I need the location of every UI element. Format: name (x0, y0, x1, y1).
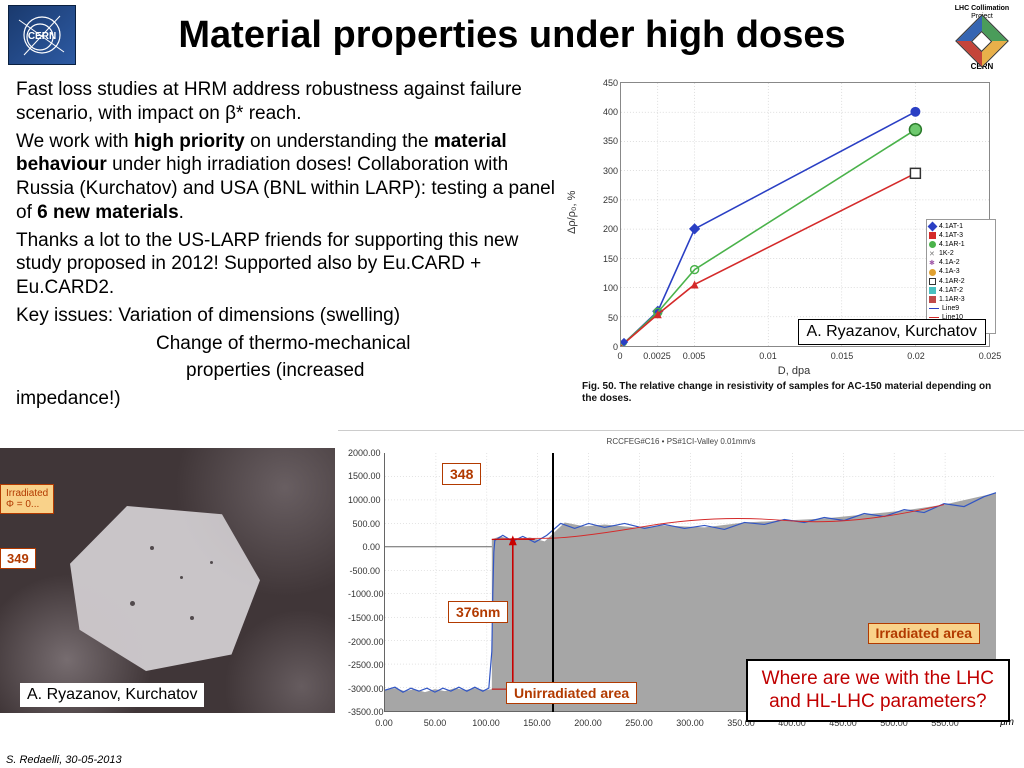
chart2-label-unirr: Unirradiated area (506, 682, 637, 704)
chart2-xtick: 200.00 (574, 718, 602, 728)
para-5: Change of thermo-mechanical (16, 332, 566, 356)
collim-diamond-icon (963, 22, 1001, 60)
chart2-xtick: 50.00 (424, 718, 447, 728)
collimation-logo: LHC Collimation Project CERN (948, 5, 1016, 65)
para-1: Fast loss studies at HRM address robustn… (16, 78, 566, 126)
resistivity-chart: Δρ/ρ₀, % D, dpa 0 50 100 150 200 250 300… (574, 74, 1014, 409)
page-title: Material properties under high doses (76, 14, 948, 57)
header: CERN Material properties under high dose… (0, 0, 1024, 70)
chart1-ytick: 350 (594, 136, 618, 146)
para-6: properties (increased (16, 359, 566, 383)
chart1-xtick: 0.015 (831, 351, 854, 361)
chart2-ytick: 1000.00 (348, 495, 380, 505)
chart2-label-348: 348 (442, 463, 481, 485)
chart1-xtick: 0.02 (907, 351, 925, 361)
chart2-ytick: 0.00 (348, 542, 380, 552)
chart2-xtick: 250.00 (625, 718, 653, 728)
chart1-xtick: 0.025 (979, 351, 1002, 361)
chart2-ytick: -1500.00 (348, 613, 380, 623)
chart2-vline (552, 453, 554, 712)
chart2-xtick: 150.00 (523, 718, 551, 728)
cern-text: CERN (28, 31, 56, 42)
chart2-ytick: -1000.00 (348, 589, 380, 599)
chart2-xtick: 100.00 (472, 718, 500, 728)
para-2: We work with high priority on understand… (16, 130, 566, 225)
chart2-label-irr: Irradiated area (868, 623, 981, 644)
chart1-ytick: 150 (594, 254, 618, 264)
chart1-xtick: 0.005 (683, 351, 706, 361)
chart1-xtick: 0 (617, 351, 622, 361)
collim-top-text: LHC Collimation (948, 5, 1016, 13)
chart1-annotation: A. Ryazanov, Kurchatov (798, 319, 986, 345)
para-3: Thanks a lot to the US-LARP friends for … (16, 229, 566, 300)
chart1-ytick: 400 (594, 107, 618, 117)
chart2-ytick: -2000.00 (348, 637, 380, 647)
micro-label-irradiated: IrradiatedΦ = 0... (0, 484, 54, 514)
chart1-xtick: 0.0025 (643, 351, 671, 361)
chart1-ytick: 300 (594, 166, 618, 176)
chart1-ytick: 0 (594, 342, 618, 352)
chart2-ytick: -500.00 (348, 566, 380, 576)
chart2-ytick: 1500.00 (348, 471, 380, 481)
callout-box: Where are we with the LHCand HL-LHC para… (746, 659, 1010, 723)
micro-label-349: 349 (0, 548, 36, 569)
chart1-xlabel: D, dpa (778, 365, 810, 377)
micro-annotation: A. Ryazanov, Kurchatov (20, 683, 204, 707)
chart2-ytick: -3000.00 (348, 684, 380, 694)
chart2-ytick: 500.00 (348, 519, 380, 529)
para-4: Key issues: Variation of dimensions (swe… (16, 304, 566, 328)
chart1-ytick: 250 (594, 195, 618, 205)
chart1-xtick: 0.01 (759, 351, 777, 361)
chart1-legend: 4.1AT-1 4.1AT-3 4.1AR-1 ✕1K-2 ✱4.1A-2 4.… (926, 219, 996, 334)
chart2-ytick: 2000.00 (348, 448, 380, 458)
cern-logo: CERN (8, 5, 76, 65)
footer-text: S. Redaelli, 30-05-2013 (6, 754, 122, 766)
chart2-ytick: -2500.00 (348, 660, 380, 670)
micrograph-image: IrradiatedΦ = 0... 349 A. Ryazanov, Kurc… (0, 448, 335, 713)
chart2-label-376: 376nm (448, 601, 508, 623)
body-text: Fast loss studies at HRM address robustn… (16, 78, 566, 415)
chart2-title: RCCFEG#C16 • PS#1CI-Valley 0.01mm/s (607, 437, 756, 446)
chart1-ytick: 50 (594, 313, 618, 323)
chart1-ytick: 200 (594, 224, 618, 234)
chart2-ytick: -3500.00 (348, 707, 380, 717)
chart1-ylabel: Δρ/ρ₀, % (566, 191, 578, 234)
chart1-ytick: 450 (594, 78, 618, 88)
chart1-caption: Fig. 50. The relative change in resistiv… (582, 381, 1006, 405)
para-7: impedance!) (16, 387, 566, 411)
chart1-ytick: 100 (594, 283, 618, 293)
chart2-xtick: 300.00 (676, 718, 704, 728)
chart2-xtick: 0.00 (375, 718, 393, 728)
